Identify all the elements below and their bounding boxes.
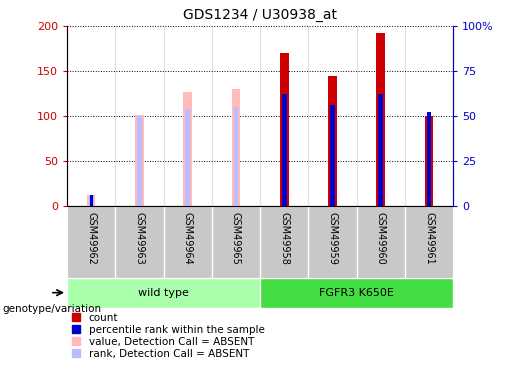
Bar <box>138 204 141 206</box>
Bar <box>137 116 142 206</box>
Bar <box>328 76 337 206</box>
Bar <box>89 201 93 206</box>
Bar <box>67 278 260 308</box>
Bar <box>183 92 192 206</box>
Bar <box>89 195 94 206</box>
Text: GSM49965: GSM49965 <box>231 211 241 264</box>
Text: genotype/variation: genotype/variation <box>3 304 101 314</box>
Text: FGFR3 K650E: FGFR3 K650E <box>319 288 394 298</box>
Bar <box>426 112 432 206</box>
Bar <box>234 204 238 206</box>
Bar <box>260 278 453 308</box>
Bar <box>280 53 288 206</box>
Text: GSM49961: GSM49961 <box>424 211 434 264</box>
Legend: count, percentile rank within the sample, value, Detection Call = ABSENT, rank, : count, percentile rank within the sample… <box>72 313 265 359</box>
Text: GSM49963: GSM49963 <box>134 211 144 264</box>
Bar <box>376 33 385 206</box>
Bar <box>185 109 190 206</box>
Text: GSM49962: GSM49962 <box>86 211 96 264</box>
Text: GSM49958: GSM49958 <box>279 211 289 264</box>
Bar <box>282 94 287 206</box>
Bar <box>379 94 383 206</box>
Bar <box>425 116 434 206</box>
Bar <box>232 89 241 206</box>
Bar <box>186 204 190 206</box>
Bar <box>135 115 144 206</box>
Bar <box>330 105 335 206</box>
Bar <box>233 107 238 206</box>
Text: GSM49959: GSM49959 <box>328 211 337 264</box>
Text: GSM49960: GSM49960 <box>376 211 386 264</box>
Title: GDS1234 / U30938_at: GDS1234 / U30938_at <box>183 9 337 22</box>
Text: wild type: wild type <box>138 288 189 298</box>
Text: GSM49964: GSM49964 <box>183 211 193 264</box>
Bar <box>90 195 93 206</box>
Bar <box>87 195 95 206</box>
